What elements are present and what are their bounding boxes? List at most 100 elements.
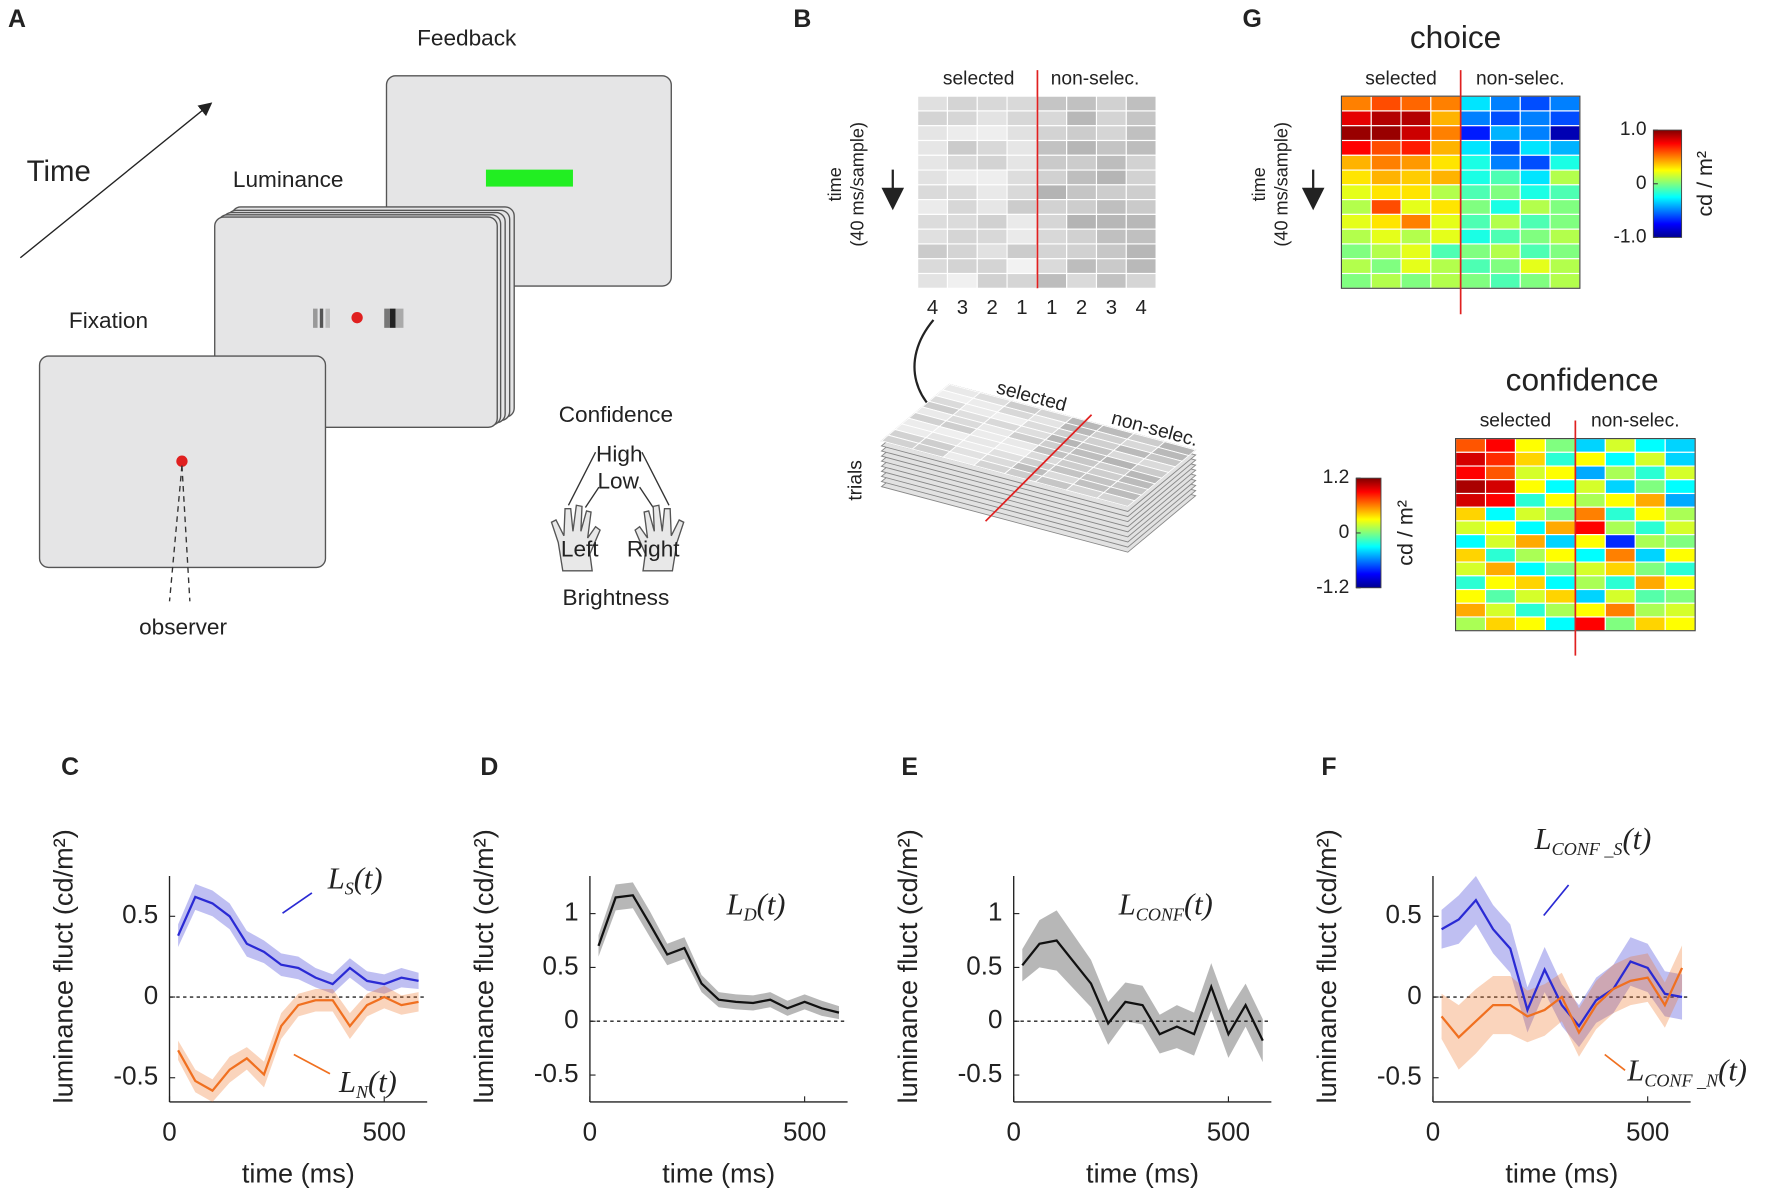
- annotation-subscript: D: [743, 905, 757, 925]
- annotation-subscript: N: [355, 1082, 369, 1102]
- x-tick-label: 0: [583, 1116, 597, 1146]
- heat-cell: [1664, 451, 1696, 467]
- screen-label: Feedback: [417, 26, 517, 51]
- grid-cell: [1066, 125, 1098, 142]
- grid-cell: [1066, 213, 1098, 230]
- grid-cell: [976, 243, 1008, 260]
- colorbar: [1652, 129, 1683, 238]
- grid-cell: [1006, 169, 1038, 186]
- heat-cell: [1455, 561, 1487, 577]
- colorbar-tick-label: 1.0: [1620, 119, 1647, 140]
- heat-cell: [1484, 438, 1517, 453]
- heat-cell: [1460, 169, 1492, 186]
- heat-cell: [1370, 184, 1402, 201]
- heat-cell: [1519, 199, 1551, 215]
- heat-cell: [1544, 451, 1576, 467]
- column-label: 2: [987, 297, 998, 319]
- grid-cell: [1095, 125, 1127, 142]
- colorbar-tick-label: 1.2: [1323, 467, 1350, 488]
- heat-cell: [1340, 199, 1372, 215]
- grid-cell: [976, 228, 1008, 245]
- grid-cell: [1036, 213, 1068, 230]
- heat-cell: [1400, 110, 1432, 127]
- heat-cell: [1484, 506, 1517, 522]
- grid-cell: [946, 228, 978, 245]
- heat-cell: [1544, 479, 1576, 495]
- heat-cell: [1519, 258, 1551, 275]
- grid-cell: [917, 154, 949, 171]
- grid-cell: [976, 184, 1008, 201]
- heat-cell: [1574, 616, 1606, 632]
- heat-cell: [1484, 465, 1517, 481]
- heat-cell: [1400, 243, 1432, 260]
- grid-cell: [976, 199, 1008, 215]
- heat-cell: [1484, 492, 1517, 508]
- heat-cell: [1370, 272, 1402, 289]
- heat-cell: [1489, 243, 1521, 260]
- grid-cell: [1125, 213, 1157, 230]
- grid-cell: [917, 110, 949, 127]
- grid-cell: [1066, 199, 1098, 215]
- grid-cell: [1125, 243, 1157, 260]
- heat-cell: [1514, 588, 1546, 604]
- heat-cell: [1430, 228, 1462, 245]
- data-line: [1021, 939, 1264, 1042]
- heat-cell: [1604, 506, 1636, 522]
- heat-cell: [1519, 184, 1551, 201]
- heat-cell: [1340, 243, 1372, 260]
- heat-cell: [1370, 213, 1402, 230]
- heat-cell: [1604, 438, 1636, 453]
- annotation-base: L: [338, 1065, 356, 1099]
- grid-cell: [917, 139, 949, 156]
- grid-cell: [946, 184, 978, 201]
- y-tick-label: 0: [564, 1004, 578, 1034]
- y-tick-label: 0.5: [1386, 899, 1422, 929]
- heat-cell: [1514, 438, 1546, 453]
- heat-cell: [1455, 547, 1487, 563]
- heat-cell: [1455, 520, 1487, 536]
- heat-cell: [1460, 110, 1492, 127]
- selected-label: selected: [943, 68, 1015, 89]
- heat-cell: [1340, 184, 1372, 201]
- heat-cell: [1514, 602, 1546, 618]
- heat-cell: [1460, 243, 1492, 260]
- x-tick-label: 500: [363, 1116, 406, 1146]
- annotation-pointer: [293, 1053, 331, 1075]
- grid-cell: [1006, 228, 1038, 245]
- heat-cell: [1544, 616, 1576, 632]
- y-axis-label: luminance fluct (cd/m²): [1311, 829, 1342, 1103]
- group-label: selected: [1480, 411, 1552, 432]
- heat-cell: [1604, 616, 1636, 632]
- heat-cell: [1544, 575, 1576, 591]
- heat-cell: [1544, 438, 1576, 453]
- grid-cell: [917, 95, 949, 112]
- grid-cell: [917, 228, 949, 245]
- heat-cell: [1455, 588, 1487, 604]
- grid-cell: [1066, 169, 1098, 186]
- heat-cell: [1544, 520, 1576, 536]
- grid-cell: [976, 272, 1008, 289]
- annotation-base: L: [327, 862, 345, 896]
- grid-cell: [946, 272, 978, 289]
- grid-cell: [1095, 95, 1127, 112]
- heat-cell: [1400, 154, 1432, 171]
- heat-cell: [1484, 479, 1517, 495]
- heat-cell: [1519, 139, 1551, 156]
- x-tick-label: 0: [1426, 1116, 1440, 1146]
- heat-cell: [1604, 479, 1636, 495]
- grid-cell: [1096, 492, 1136, 507]
- heat-cell: [1370, 139, 1402, 156]
- grid-cell: [976, 154, 1008, 171]
- heat-cell: [1455, 602, 1487, 618]
- y-tick-label: 1: [564, 896, 578, 926]
- error-band: [1441, 875, 1683, 1048]
- annotation: LCONF _N(t): [1626, 1054, 1747, 1091]
- heat-cell: [1664, 438, 1696, 453]
- heat-cell: [1460, 154, 1492, 171]
- heat-cell: [1514, 451, 1546, 467]
- heat-cell: [1370, 199, 1402, 215]
- heat-cell: [1400, 272, 1432, 289]
- heat-cell: [1340, 110, 1372, 127]
- grid-cell: [976, 258, 1008, 275]
- heat-cell: [1574, 506, 1606, 522]
